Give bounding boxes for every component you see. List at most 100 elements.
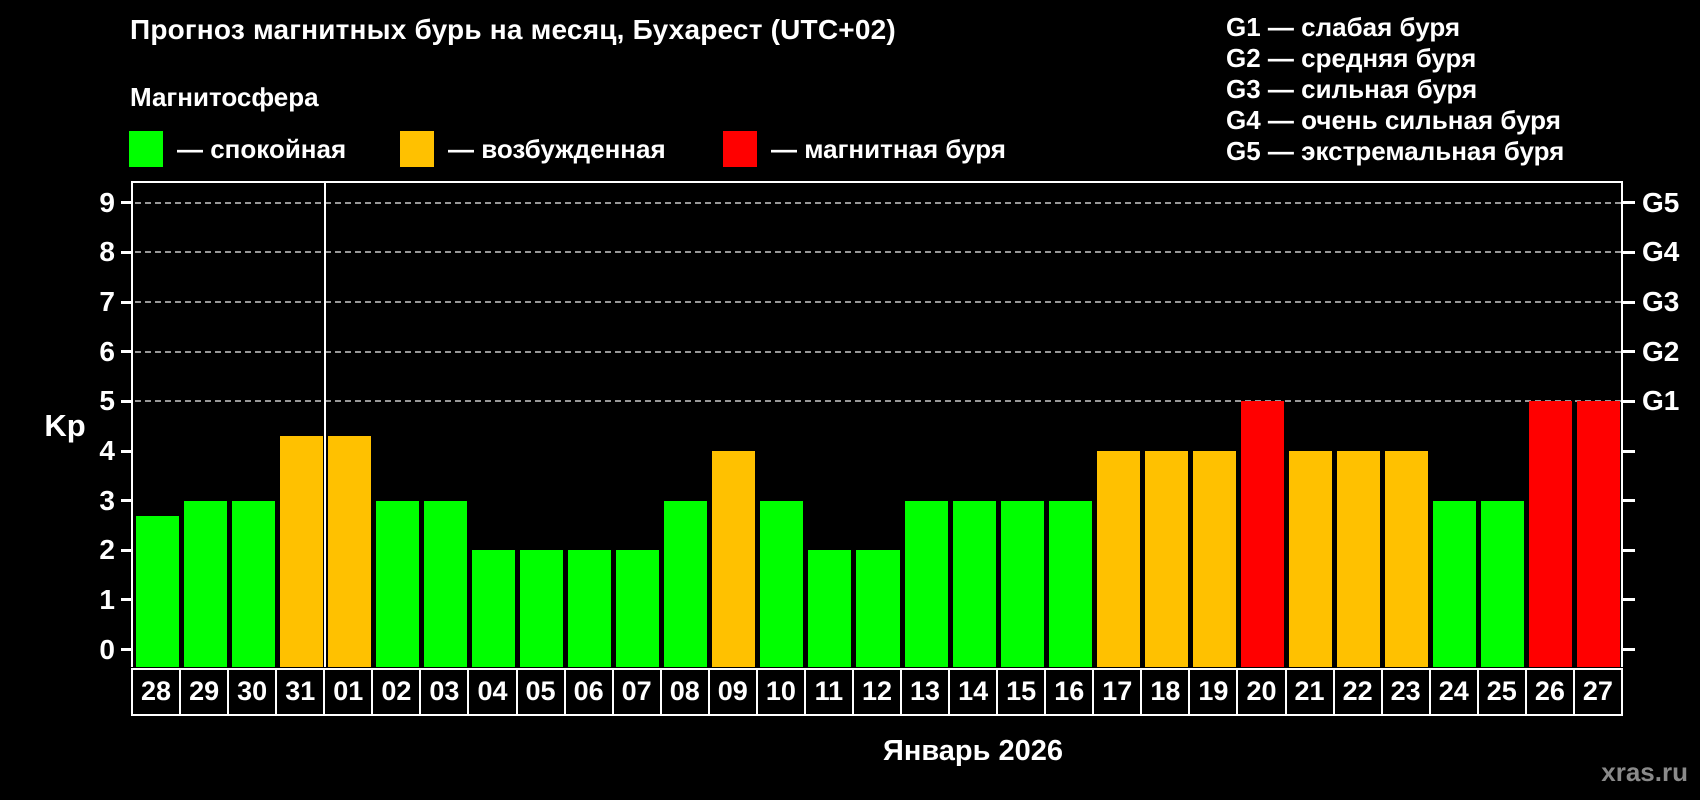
- y-axis-tick-label-8: 8: [99, 236, 115, 268]
- right-axis-label-G1: G1: [1642, 385, 1680, 417]
- right-axis-tick-2: [1623, 548, 1635, 552]
- g-legend-line-4: G4 — очень сильная буря: [1226, 105, 1561, 135]
- plot-area: [131, 181, 1623, 667]
- bar-day-14: [952, 500, 996, 667]
- y-axis-tick-label-5: 5: [99, 385, 115, 417]
- day-cell-19: 19: [1190, 670, 1239, 714]
- y-axis-tick-label-3: 3: [99, 484, 115, 516]
- gridline-kp9: [135, 201, 1621, 204]
- bar-day-06: [568, 550, 612, 667]
- bar-day-30: [231, 500, 275, 667]
- bar-day-27: [1577, 401, 1621, 667]
- bar-day-21: [1289, 451, 1333, 667]
- gridline-kp7: [135, 301, 1621, 304]
- day-cell-23: 23: [1383, 670, 1431, 714]
- right-axis-tick-1: [1623, 598, 1635, 602]
- bar-day-04: [471, 550, 515, 667]
- right-axis-tick-0: [1623, 648, 1635, 652]
- bar-day-03: [423, 500, 467, 667]
- bar-day-13: [904, 500, 948, 667]
- x-axis-day-row: 28 29 30 31 01 02 03 04 05 06 07 08 09 10 11 12 13 14 15 16…: [131, 668, 1623, 716]
- bar-day-28: [135, 515, 179, 667]
- day-cell-05: 05: [518, 670, 566, 714]
- y-axis-tick-9: [121, 201, 133, 205]
- right-axis-tick-3: [1623, 499, 1635, 503]
- day-cell-11: 11: [806, 670, 854, 714]
- y-axis-title: Kp: [44, 408, 86, 443]
- bar-day-08: [664, 500, 708, 667]
- y-axis-tick-label-9: 9: [99, 186, 115, 218]
- y-axis-tick-label-6: 6: [99, 335, 115, 367]
- day-cell-01: 01: [325, 670, 374, 714]
- g-legend-line-1: G1 — слабая буря: [1226, 12, 1461, 42]
- legend-item-storm: — магнитная буря: [723, 131, 1006, 167]
- day-cell-21: 21: [1287, 670, 1335, 714]
- y-axis-tick-4: [121, 449, 133, 453]
- bar-day-25: [1481, 500, 1525, 667]
- bar-day-23: [1385, 451, 1429, 667]
- right-axis-tick-5: [1623, 399, 1635, 403]
- y-axis-tick-label-2: 2: [99, 534, 115, 566]
- day-cell-09: 09: [710, 670, 758, 714]
- day-cell-12: 12: [854, 670, 902, 714]
- day-cell-15: 15: [998, 670, 1047, 714]
- day-cell-31: 31: [277, 670, 326, 714]
- y-axis-tick-8: [121, 250, 133, 254]
- bar-day-24: [1433, 500, 1477, 667]
- legend-swatch-excited: [400, 131, 434, 167]
- y-axis-tick-1: [121, 598, 133, 602]
- y-axis-tick-0: [121, 648, 133, 652]
- y-axis-tick-6: [121, 350, 133, 354]
- right-axis-label-G4: G4: [1642, 236, 1680, 268]
- right-axis-tick-9: [1623, 201, 1635, 205]
- bar-day-19: [1192, 451, 1236, 667]
- x-axis-title: Январь 2026: [882, 735, 1064, 767]
- right-axis-tick-4: [1623, 449, 1635, 453]
- g-scale-legend: G1 — слабая буря G2 — средняя буря G3 — си…: [1226, 12, 1564, 167]
- bar-day-17: [1096, 451, 1140, 667]
- bar-day-09: [712, 451, 756, 667]
- month-boundary-line: [324, 183, 327, 667]
- y-axis-tick-7: [121, 300, 133, 304]
- gridline-kp8: [135, 251, 1621, 254]
- bar-day-22: [1337, 451, 1381, 667]
- right-axis-tick-8: [1623, 250, 1635, 254]
- day-cell-08: 08: [662, 670, 710, 714]
- day-cell-28: 28: [133, 670, 182, 714]
- right-axis-label-G5: G5: [1642, 186, 1680, 218]
- bar-day-26: [1529, 401, 1573, 667]
- day-cell-06: 06: [566, 670, 614, 714]
- day-cell-02: 02: [373, 670, 422, 714]
- day-cell-26: 26: [1527, 670, 1575, 714]
- g-legend-line-5: G5 — экстремальная буря: [1226, 136, 1565, 166]
- page-title: Прогноз магнитных бурь на месяц, Бухарес…: [130, 14, 896, 45]
- bar-day-18: [1144, 451, 1188, 667]
- g-legend-line-3: G3 — сильная буря: [1226, 74, 1478, 104]
- bar-day-12: [856, 550, 900, 667]
- y-axis-tick-3: [121, 499, 133, 503]
- bar-day-01: [327, 436, 371, 667]
- legend-item-excited: — возбужденная: [400, 131, 666, 167]
- bar-day-07: [616, 550, 660, 667]
- day-cell-25: 25: [1479, 670, 1527, 714]
- y-axis-tick-5: [121, 399, 133, 403]
- gridline-kp6: [135, 350, 1621, 353]
- bar-day-16: [1048, 500, 1092, 667]
- watermark: xras.ru: [1601, 757, 1688, 787]
- y-axis-tick-label-0: 0: [99, 633, 115, 665]
- bar-day-15: [1000, 500, 1044, 667]
- bar-day-10: [760, 500, 804, 667]
- y-axis-tick-label-1: 1: [99, 583, 115, 615]
- day-cell-27: 27: [1582, 676, 1613, 706]
- y-axis-tick-2: [121, 548, 133, 552]
- magnetosphere-subtitle: Магнитосфера: [130, 82, 319, 112]
- right-axis-tick-7: [1623, 300, 1635, 304]
- day-cell-07: 07: [614, 670, 662, 714]
- bar-day-31: [279, 436, 323, 667]
- y-axis-tick-label-7: 7: [99, 286, 115, 318]
- legend-label-excited: — возбужденная: [448, 133, 666, 164]
- day-cell-04: 04: [469, 670, 518, 714]
- bar-day-05: [520, 550, 564, 667]
- legend-swatch-storm: [723, 131, 757, 167]
